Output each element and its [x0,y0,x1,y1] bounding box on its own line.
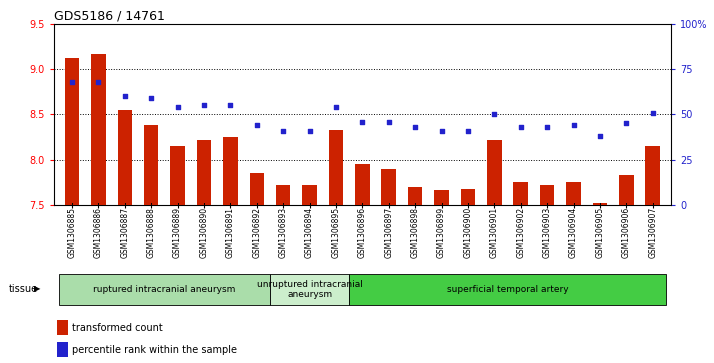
Text: GSM1306892: GSM1306892 [252,207,261,258]
Bar [118,110,132,205]
Point [356,119,368,125]
Text: GSM1306906: GSM1306906 [622,207,630,258]
Bar [302,185,317,205]
Text: GSM1306894: GSM1306894 [305,207,314,258]
Text: GSM1306885: GSM1306885 [68,207,76,258]
Bar [65,58,79,205]
Bar [461,189,476,205]
Point [278,128,289,134]
Bar [270,274,349,305]
Point [594,133,605,139]
Text: GDS5186 / 14761: GDS5186 / 14761 [54,9,164,23]
Bar [276,185,291,205]
Point [172,104,183,110]
Bar [434,189,449,205]
Bar [593,203,607,205]
Text: GSM1306904: GSM1306904 [569,207,578,258]
Point [93,79,104,85]
Bar [144,125,159,205]
Text: percentile rank within the sample: percentile rank within the sample [72,345,237,355]
Bar [91,54,106,205]
Bar [249,174,264,205]
Text: GSM1306895: GSM1306895 [331,207,341,258]
Point [541,124,553,130]
Text: GSM1306891: GSM1306891 [226,207,235,258]
Text: superficial temporal artery: superficial temporal artery [447,285,568,294]
Bar [328,130,343,205]
Text: tissue: tissue [9,284,38,294]
Bar [355,164,370,205]
Bar [487,140,501,205]
Text: GSM1306905: GSM1306905 [595,207,604,258]
Point [304,128,316,134]
Point [251,122,263,128]
Text: GSM1306886: GSM1306886 [94,207,103,258]
Text: GSM1306888: GSM1306888 [146,207,156,257]
Point [568,122,579,128]
Point [409,124,421,130]
Point [198,102,210,108]
Bar [566,183,580,205]
Bar [540,185,554,205]
Bar [56,342,68,357]
Point [383,119,394,125]
Bar [645,146,660,205]
Point [331,104,342,110]
Bar [513,183,528,205]
Point [119,93,131,99]
Text: GSM1306901: GSM1306901 [490,207,499,258]
Text: GSM1306898: GSM1306898 [411,207,420,258]
Point [462,128,473,134]
Bar [223,137,238,205]
Bar [619,175,633,205]
Bar [59,274,270,305]
Text: GSM1306903: GSM1306903 [543,207,552,258]
Text: GSM1306907: GSM1306907 [648,207,657,258]
Text: GSM1306887: GSM1306887 [121,207,129,258]
Point [620,121,632,126]
Point [225,102,236,108]
Text: GSM1306897: GSM1306897 [384,207,393,258]
Text: GSM1306889: GSM1306889 [173,207,182,258]
Text: GSM1306896: GSM1306896 [358,207,367,258]
Text: GSM1306902: GSM1306902 [516,207,526,258]
Point [647,110,658,115]
Point [436,128,447,134]
Bar [381,169,396,205]
Point [146,95,157,101]
Text: transformed count: transformed count [72,323,163,333]
Point [515,124,526,130]
Bar [349,274,666,305]
Text: GSM1306893: GSM1306893 [278,207,288,258]
Text: unruptured intracranial
aneurysm: unruptured intracranial aneurysm [256,280,363,299]
Bar [197,140,211,205]
Bar [171,146,185,205]
Text: ▶: ▶ [34,284,41,293]
Text: GSM1306890: GSM1306890 [199,207,208,258]
Text: ruptured intracranial aneurysm: ruptured intracranial aneurysm [94,285,236,294]
Text: GSM1306899: GSM1306899 [437,207,446,258]
Point [488,111,500,117]
Bar [408,187,423,205]
Point [66,79,78,85]
Text: GSM1306900: GSM1306900 [463,207,473,258]
Bar [56,320,68,335]
